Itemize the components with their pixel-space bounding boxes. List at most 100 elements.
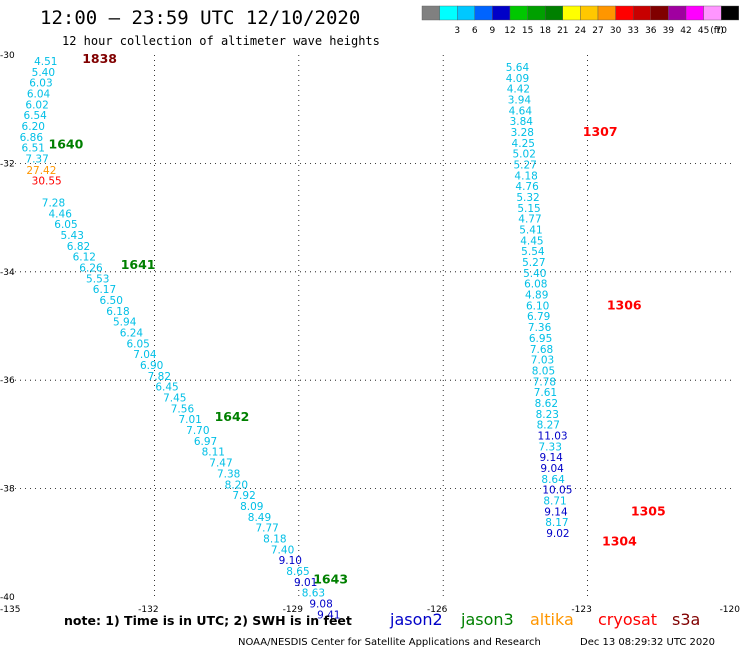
y-tick-label: -40 <box>0 593 15 603</box>
pass-time-label: 1642 <box>215 409 250 424</box>
color-bin <box>703 5 722 21</box>
wave-height-point: 7.68 <box>530 344 553 356</box>
color-scale-legend: 3 6 9 12 15 18 21 24 27 30 33 36 39 42 45 70 <box>421 5 740 36</box>
chart-title: 12:00 – 23:59 UTC 12/10/2020 <box>40 7 360 29</box>
pass-time-label: 1643 <box>313 572 348 587</box>
color-bin <box>685 5 704 21</box>
wave-height-point: 7.47 <box>209 458 232 470</box>
wave-height-point: 4.42 <box>507 84 530 96</box>
wave-height-point: 4.18 <box>514 170 537 182</box>
pass-time-label: 1641 <box>121 257 156 272</box>
wave-height-point: 5.53 <box>86 273 109 285</box>
color-bin-label: 12 <box>504 26 515 36</box>
wave-height-point: 7.33 <box>539 441 562 453</box>
wave-height-point: 8.20 <box>225 479 248 491</box>
wave-height-point: 6.20 <box>22 121 45 133</box>
wave-height-point: 6.90 <box>140 360 163 372</box>
color-bin <box>633 5 652 21</box>
wave-height-point: 3.28 <box>511 127 534 139</box>
wave-height-point: 7.70 <box>186 425 209 437</box>
wave-height-point: 6.05 <box>126 338 149 350</box>
footer-timestamp: Dec 13 08:29:32 UTC 2020 <box>580 637 715 648</box>
wave-height-point: 8.64 <box>541 474 565 486</box>
wave-height-point: 8.11 <box>202 447 225 459</box>
wave-height-point: 6.97 <box>194 436 217 448</box>
color-bin <box>545 5 564 21</box>
wave-height-point: 8.63 <box>302 588 325 600</box>
wave-height-point: 6.86 <box>20 132 44 144</box>
wave-height-point: 5.41 <box>519 225 542 237</box>
color-bin-label: 42 <box>680 26 691 36</box>
color-bin <box>421 5 440 21</box>
wave-height-point: 9.41 <box>317 609 340 621</box>
wave-height-point: 4.64 <box>509 105 533 117</box>
wave-height-point: 6.26 <box>79 262 103 274</box>
color-bin <box>509 5 528 21</box>
pass-time-labels: 1838 1640 1641 1642 1643 1307 1306 1305 1304 <box>49 51 666 587</box>
wave-height-points: 4.515.406.036.046.026.546.206.866.517.37… <box>20 56 573 621</box>
color-bin <box>721 5 740 21</box>
color-bin-label: 27 <box>592 26 603 36</box>
wave-height-point: 6.17 <box>93 284 116 296</box>
wave-height-point: 6.54 <box>23 110 47 122</box>
wave-height-point: 8.49 <box>248 512 271 524</box>
wave-height-point: 4.25 <box>512 138 535 150</box>
wave-height-point: 6.24 <box>120 328 144 340</box>
x-tick-label: -126 <box>427 605 448 615</box>
wave-height-point: 8.65 <box>286 566 309 578</box>
wave-height-point: 6.50 <box>100 295 123 307</box>
wave-height-point: 8.17 <box>545 517 568 529</box>
pass-time-label: 1640 <box>49 136 84 151</box>
wave-height-point: 7.28 <box>42 197 65 209</box>
wave-height-point: 5.02 <box>513 149 536 161</box>
wave-height-point: 9.02 <box>546 528 569 540</box>
color-bin-label: 15 <box>522 26 533 36</box>
color-bin-label: 24 <box>575 26 587 36</box>
wave-height-point: 4.51 <box>34 56 57 68</box>
footer-credit: NOAA/NESDIS Center for Satellite Applica… <box>238 637 541 648</box>
wave-height-point: 7.61 <box>534 387 557 399</box>
wave-height-point: 8.23 <box>536 409 559 421</box>
wave-height-point: 9.14 <box>539 452 563 464</box>
wave-height-point: 6.10 <box>526 300 549 312</box>
wave-height-point: 6.04 <box>27 88 51 100</box>
y-tick-label: -38 <box>0 485 15 495</box>
wave-height-point: 9.04 <box>540 463 564 475</box>
wave-height-point: 6.08 <box>524 279 547 291</box>
color-bin-label: 39 <box>663 26 675 36</box>
wave-height-point: 4.46 <box>49 208 73 220</box>
wave-height-point: 5.27 <box>513 159 536 171</box>
color-bin <box>650 5 669 21</box>
wave-height-point: 8.62 <box>535 398 558 410</box>
units-note: note: 1) Time is in UTC; 2) SWH is in fe… <box>64 613 352 628</box>
y-tick-label: -32 <box>0 159 15 169</box>
wave-height-point: 5.94 <box>113 317 137 329</box>
wave-height-point: 7.45 <box>163 393 186 405</box>
satellite-legend-jason3: jason3 <box>460 610 514 629</box>
wave-height-point: 9.01 <box>294 577 317 589</box>
wave-height-point: 9.08 <box>309 599 332 611</box>
wave-height-point: 7.38 <box>217 468 240 480</box>
wave-height-point: 6.79 <box>527 311 550 323</box>
wave-height-point: 7.37 <box>25 154 48 166</box>
wave-height-point: 7.36 <box>528 322 552 334</box>
pass-time-label: 1307 <box>583 124 618 139</box>
wave-height-point: 8.71 <box>543 496 566 508</box>
satellite-legend-altika: altika <box>530 610 574 629</box>
wave-height-point: 8.18 <box>263 533 286 545</box>
color-bin-label: 21 <box>557 26 568 36</box>
pass-time-label: 1838 <box>82 51 117 66</box>
color-bin-label: 30 <box>610 26 622 36</box>
x-tick-label: -123 <box>571 605 591 615</box>
wave-height-point: 5.64 <box>506 62 530 74</box>
axis-ticks: -135 -132 -129 -126 -123 -120 -30 -32 -34 -36 -38 -… <box>0 51 740 615</box>
wave-height-point: 5.54 <box>521 246 545 258</box>
color-bin <box>615 5 634 21</box>
color-bin-label: 9 <box>490 26 496 36</box>
wave-height-point: 7.78 <box>533 376 556 388</box>
color-bin <box>562 5 581 21</box>
x-tick-label: -135 <box>0 605 20 615</box>
y-tick-label: -30 <box>0 51 15 61</box>
wave-height-point: 6.82 <box>67 241 90 253</box>
